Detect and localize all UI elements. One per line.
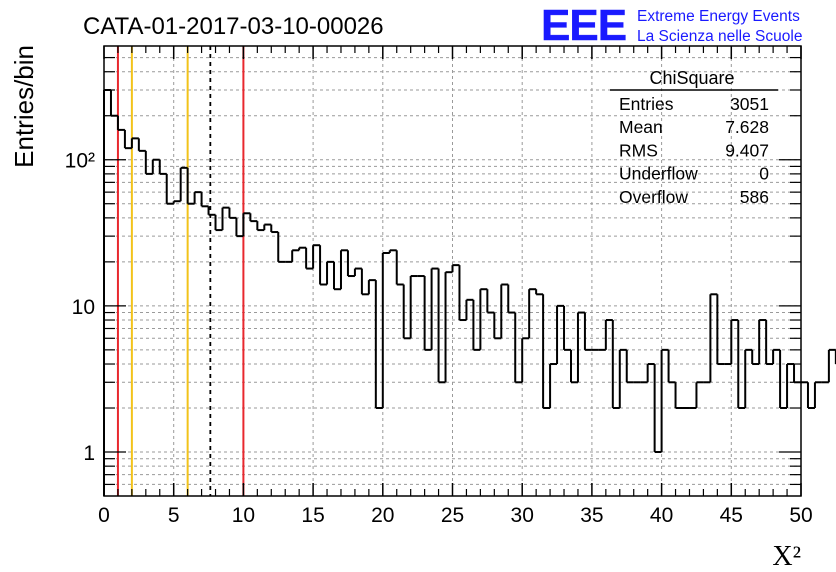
y-tick-label: 10²: [65, 150, 95, 173]
x-tick-label: 20: [371, 504, 394, 527]
stats-row-value: 9.407: [725, 140, 769, 160]
stats-row-label: Mean: [619, 117, 663, 137]
stats-row-label: Entries: [619, 94, 674, 114]
x-tick-label: 50: [789, 504, 812, 527]
y-tick-label: 1: [83, 442, 95, 465]
y-tick-label: 10: [72, 296, 95, 319]
stats-rows: Entries 3051 Mean 7.628 RMS 9.407 Underflow 0 Ov…: [619, 94, 769, 207]
stats-row-value: 0: [759, 164, 769, 184]
x-tick-label: 15: [301, 504, 324, 527]
x-axis-label: X²: [772, 541, 801, 572]
chart-title: CATA-01-2017-03-10-00026: [83, 13, 384, 40]
x-tick-label: 5: [168, 504, 180, 527]
axes: 0 5 10 15 20 25 30 35 40 45 50 1 10 10²: [65, 45, 813, 527]
stats-row-value: 7.628: [725, 117, 769, 137]
grid-lines: [104, 46, 801, 496]
stats-title: ChiSquare: [649, 68, 734, 88]
stats-box: ChiSquare Entries 3051 Mean 7.628 RMS 9.407 Un…: [610, 68, 778, 207]
logo-line-1: Extreme Energy Events: [637, 8, 800, 25]
reference-lines: [116, 46, 245, 496]
y-axis-label: Entries/bin: [9, 45, 39, 168]
logo-mark: EEE: [541, 1, 626, 50]
x-tick-label: 10: [232, 504, 255, 527]
stats-row-label: Underflow: [619, 164, 698, 184]
stats-row-label: Overflow: [619, 187, 688, 207]
x-tick-label: 30: [511, 504, 534, 527]
eee-logo: EEE Extreme Energy Events La Scienza nel…: [541, 1, 803, 51]
stats-row-value: 586: [740, 187, 769, 207]
logo-line-2: La Scienza nelle Scuole: [637, 28, 802, 45]
stats-row-label: RMS: [619, 140, 658, 160]
x-tick-label: 40: [650, 504, 673, 527]
histogram: [103, 88, 836, 496]
x-tick-label: 45: [720, 504, 743, 527]
x-tick-label: 0: [98, 504, 110, 527]
x-tick-label: 35: [580, 504, 603, 527]
x-tick-label: 25: [441, 504, 464, 527]
stats-row-value: 3051: [730, 94, 769, 114]
